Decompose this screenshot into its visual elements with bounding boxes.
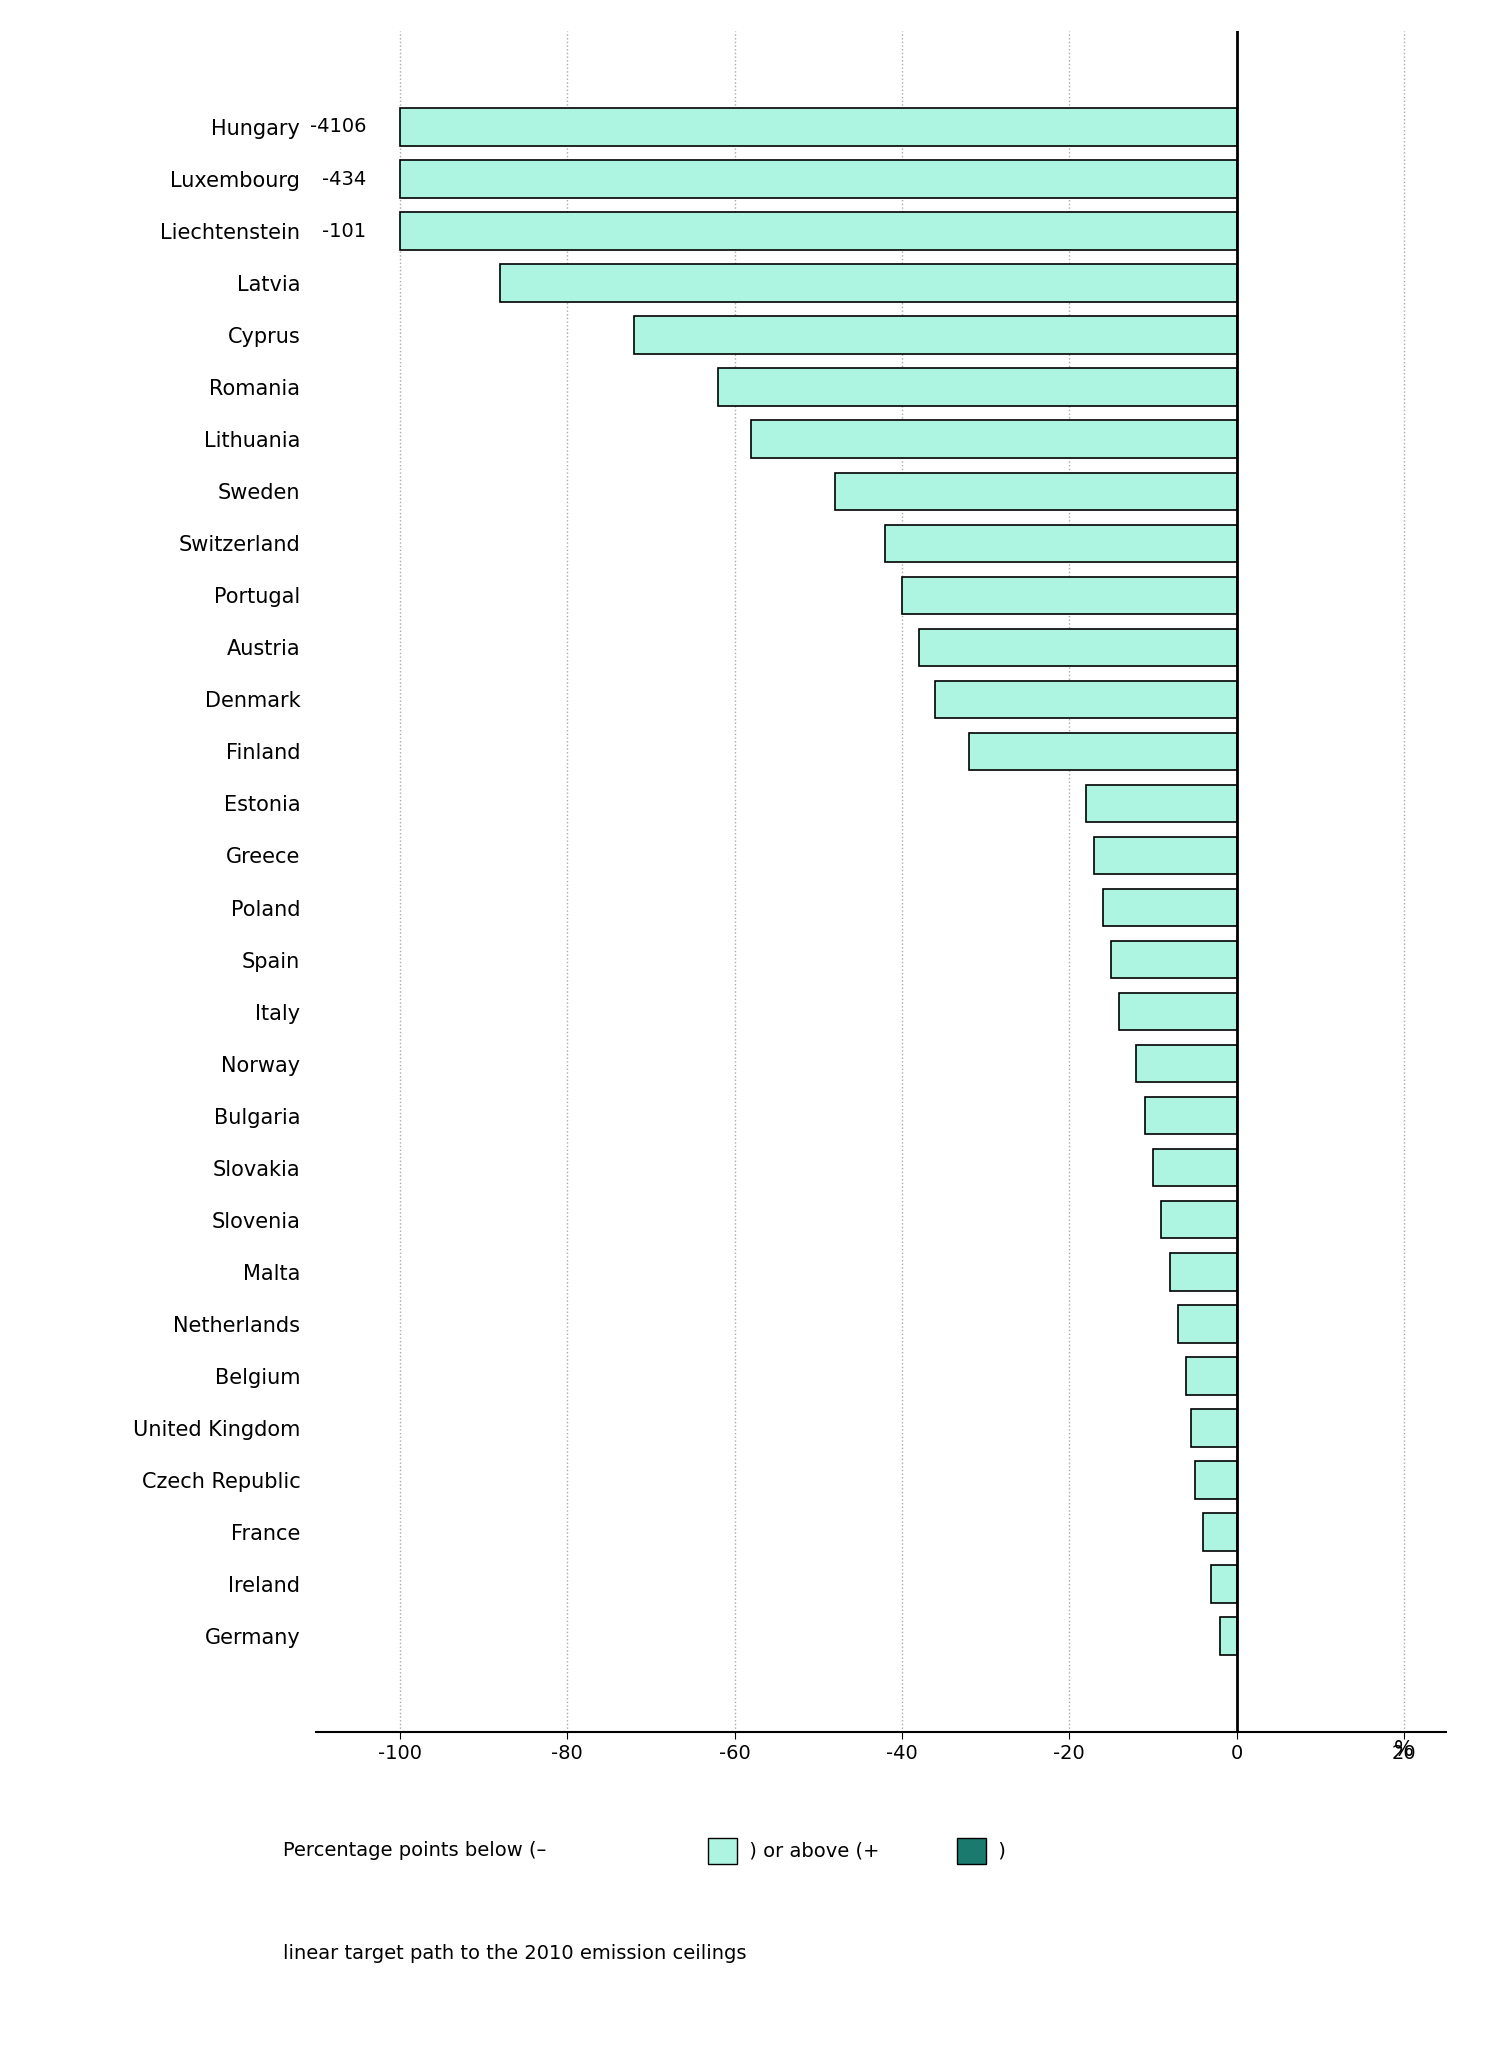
Bar [1203,1514,1236,1551]
Bar [500,264,1236,301]
Text: Percentage points below (–: Percentage points below (– [283,1841,553,1860]
Bar [1102,889,1236,926]
Bar [1136,1045,1236,1083]
Bar [718,369,1236,406]
Bar [1178,1305,1236,1342]
Bar [634,315,1236,355]
Text: -4106: -4106 [310,118,366,136]
Bar [1111,940,1236,977]
Bar [935,680,1236,718]
Bar [1154,1149,1236,1186]
Bar [1187,1357,1236,1394]
Bar [1211,1565,1236,1602]
FancyBboxPatch shape [708,1837,738,1864]
Bar [1194,1462,1236,1499]
FancyBboxPatch shape [958,1837,986,1864]
Text: linear target path to the 2010 emission ceilings: linear target path to the 2010 emission … [283,1944,747,1963]
Bar [968,732,1236,769]
Bar [1086,786,1236,823]
Bar [1095,837,1236,874]
Bar [751,421,1236,458]
Bar [401,161,1236,198]
Bar [919,629,1236,666]
Bar [1119,994,1236,1031]
Bar [1161,1200,1236,1239]
Bar [401,107,1236,146]
Bar [1191,1408,1236,1448]
Bar [1220,1617,1236,1654]
Bar [886,524,1236,563]
Bar [401,212,1236,250]
Text: -434: -434 [322,169,366,188]
Text: %: % [1395,1740,1414,1761]
Bar [1170,1254,1236,1291]
Bar [902,577,1236,614]
Text: -101: -101 [322,221,366,241]
Bar [834,472,1236,509]
Text: ): ) [992,1841,1006,1860]
Bar [1145,1097,1236,1134]
Text: ) or above (+: ) or above (+ [744,1841,886,1860]
